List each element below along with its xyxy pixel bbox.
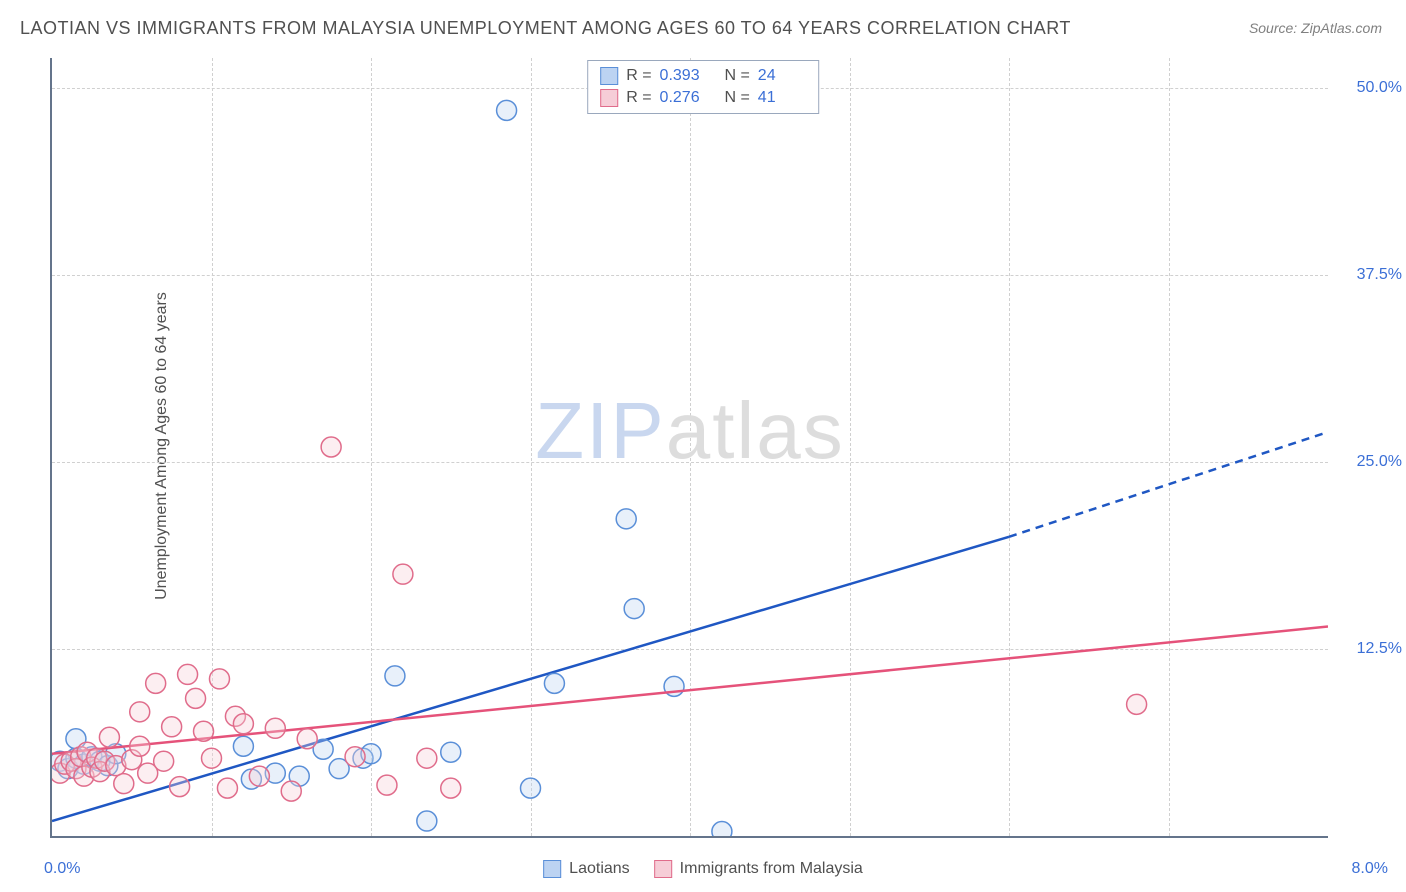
data-point	[265, 718, 285, 738]
legend-swatch	[543, 860, 561, 878]
legend-n-label: N =	[716, 65, 750, 87]
data-point	[233, 714, 253, 734]
data-point	[1127, 694, 1147, 714]
data-point	[186, 688, 206, 708]
series-legend-label: Immigrants from Malaysia	[680, 860, 863, 878]
data-point	[281, 781, 301, 801]
data-point	[297, 729, 317, 749]
x-axis-origin-label: 0.0%	[44, 860, 80, 878]
data-point	[345, 747, 365, 767]
data-point	[170, 777, 190, 797]
data-point	[233, 736, 253, 756]
data-point	[99, 727, 119, 747]
data-point	[521, 778, 541, 798]
data-point	[321, 437, 341, 457]
data-point	[385, 666, 405, 686]
chart-container: LAOTIAN VS IMMIGRANTS FROM MALAYSIA UNEM…	[0, 0, 1406, 892]
y-tick-label: 12.5%	[1342, 640, 1402, 658]
trend-line	[52, 627, 1328, 754]
y-tick-label: 25.0%	[1342, 453, 1402, 471]
chart-title: LAOTIAN VS IMMIGRANTS FROM MALAYSIA UNEM…	[20, 18, 1071, 39]
data-point	[377, 775, 397, 795]
legend-swatch	[600, 89, 618, 107]
legend-r-label: R =	[626, 87, 651, 109]
data-point	[417, 811, 437, 831]
legend-swatch	[654, 860, 672, 878]
data-point	[209, 669, 229, 689]
legend-r-label: R =	[626, 65, 651, 87]
legend-row: R = 0.276 N = 41	[600, 87, 806, 109]
series-legend-label: Laotians	[569, 860, 630, 878]
legend-n-value: 24	[758, 65, 806, 87]
legend-row: R = 0.393 N = 24	[600, 65, 806, 87]
legend-r-value: 0.393	[660, 65, 708, 87]
series-legend: Laotians Immigrants from Malaysia	[543, 860, 863, 878]
legend-n-value: 41	[758, 87, 806, 109]
data-point	[130, 702, 150, 722]
data-point	[114, 774, 134, 794]
data-point	[162, 717, 182, 737]
source-label: Source: ZipAtlas.com	[1249, 20, 1382, 36]
data-point	[497, 100, 517, 120]
data-point	[393, 564, 413, 584]
legend-r-value: 0.276	[660, 87, 708, 109]
data-point	[616, 509, 636, 529]
legend-swatch	[600, 67, 618, 85]
y-tick-label: 37.5%	[1342, 266, 1402, 284]
y-tick-label: 50.0%	[1342, 79, 1402, 97]
trend-line-dashed	[1009, 432, 1328, 537]
series-legend-item: Immigrants from Malaysia	[654, 860, 863, 878]
data-point	[624, 599, 644, 619]
data-point	[154, 751, 174, 771]
data-point	[178, 664, 198, 684]
scatter-svg	[52, 58, 1328, 836]
data-point	[217, 778, 237, 798]
data-point	[194, 721, 214, 741]
data-point	[712, 822, 732, 836]
data-point	[417, 748, 437, 768]
data-point	[544, 673, 564, 693]
series-legend-item: Laotians	[543, 860, 630, 878]
data-point	[146, 673, 166, 693]
correlation-legend: R = 0.393 N = 24 R = 0.276 N = 41	[587, 60, 819, 114]
data-point	[202, 748, 222, 768]
data-point	[441, 778, 461, 798]
x-axis-max-label: 8.0%	[1352, 860, 1388, 878]
data-point	[130, 736, 150, 756]
plot-area: ZIPatlas 12.5%25.0%37.5%50.0%	[50, 58, 1328, 838]
data-point	[441, 742, 461, 762]
data-point	[249, 766, 269, 786]
legend-n-label: N =	[716, 87, 750, 109]
